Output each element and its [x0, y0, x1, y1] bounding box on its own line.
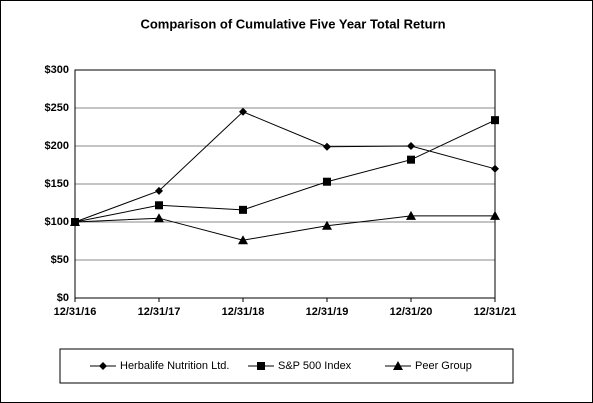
y-tick-label: $250	[45, 102, 69, 114]
marker	[407, 155, 415, 164]
marker	[239, 107, 247, 116]
y-tick-label: $200	[45, 140, 69, 152]
marker	[406, 210, 416, 220]
series-line	[74, 215, 495, 241]
marker	[238, 235, 248, 245]
y-tick-label: $150	[45, 178, 69, 190]
marker	[491, 116, 499, 125]
y-tick-label: $100	[45, 216, 69, 228]
marker	[239, 205, 247, 214]
marker	[323, 142, 331, 151]
series-line	[74, 111, 496, 223]
x-tick-label: 12/31/21	[474, 306, 517, 318]
x-tick-label: 12/31/17	[138, 306, 181, 318]
series-line	[74, 119, 496, 223]
marker	[407, 142, 415, 150]
x-tick-label: 12/31/19	[306, 306, 349, 318]
legend-box	[59, 348, 514, 384]
legend-label: Peer Group	[415, 360, 472, 372]
legend-label: Herbalife Nutrition Ltd.	[120, 360, 229, 372]
marker	[154, 213, 164, 223]
plot-area	[74, 69, 496, 299]
marker	[99, 362, 107, 370]
marker	[393, 361, 403, 370]
marker	[323, 177, 331, 186]
x-tick-label: 12/31/18	[222, 306, 265, 318]
marker	[491, 164, 499, 173]
marker	[257, 362, 265, 370]
x-tick-label: 12/31/20	[390, 306, 433, 318]
marker	[70, 217, 80, 226]
y-tick-label: $300	[45, 64, 69, 76]
chart-title: Comparison of Cumulative Five Year Total…	[140, 16, 445, 31]
x-tick-label: 12/31/16	[54, 306, 97, 318]
marker	[322, 220, 332, 230]
legend-label: S&P 500 Index	[278, 360, 352, 372]
marker	[490, 210, 500, 220]
marker	[155, 201, 163, 210]
y-tick-label: $50	[51, 254, 69, 266]
marker	[155, 186, 163, 195]
y-tick-label: $0	[57, 292, 69, 304]
